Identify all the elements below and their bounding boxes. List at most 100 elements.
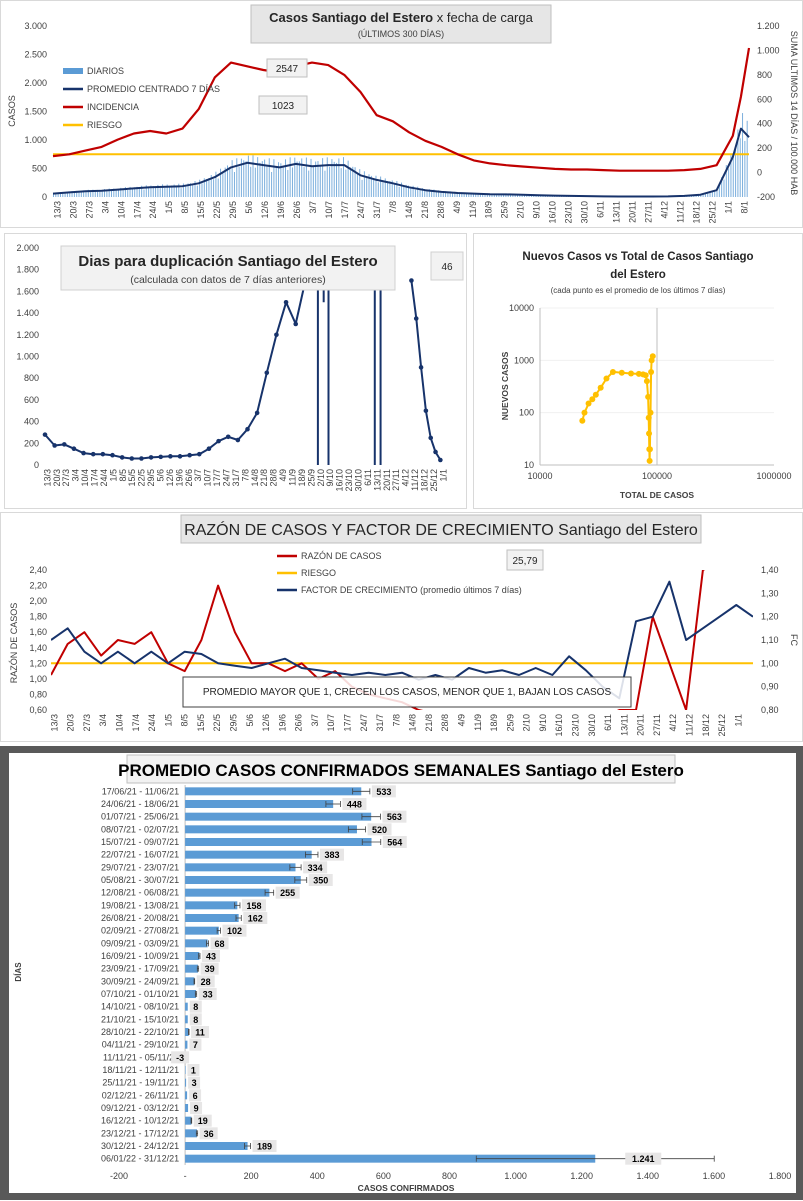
casos-daily-bar xyxy=(283,166,284,197)
bars-value-label: 8 xyxy=(193,1002,198,1012)
casos-x-tick: 1/5 xyxy=(164,201,174,214)
bars-category-label: 09/09/21 - 03/09/21 xyxy=(101,938,179,948)
razon-x-tick: 3/4 xyxy=(98,714,108,727)
casos-daily-bar xyxy=(74,193,75,197)
casos-daily-bar xyxy=(304,167,305,197)
bars-x-tick: 1.000 xyxy=(504,1171,527,1181)
razon-y-tick: 1,00 xyxy=(29,674,47,684)
bars-value-label: 520 xyxy=(372,825,387,835)
dup-point xyxy=(245,427,250,432)
casos-x-tick: 19/6 xyxy=(276,201,286,219)
bars-value-label: 448 xyxy=(347,800,362,810)
casos-x-tick: 28/8 xyxy=(436,201,446,219)
dup-point xyxy=(91,452,96,457)
bars-category-label: 01/07/21 - 25/06/21 xyxy=(101,812,179,822)
razon-x-tick: 29/5 xyxy=(229,714,239,732)
casos-y-right-label: SUMA ULTIMOS 14 DÍAS / 100.000 HAB xyxy=(789,31,799,195)
dup-point xyxy=(433,450,438,455)
razon-x-tick: 18/12 xyxy=(701,714,711,737)
casos-daily-bar xyxy=(723,179,724,197)
casos-daily-bar xyxy=(213,179,214,197)
casos-daily-bar xyxy=(285,159,286,197)
casos-y-right-tick: 800 xyxy=(757,70,772,80)
dup-y-tick: 1.800 xyxy=(16,265,39,275)
casos-y-right-tick: 600 xyxy=(757,94,772,104)
casos-x-tick: 24/7 xyxy=(356,201,366,219)
scatter-point xyxy=(648,410,654,416)
casos-x-tick: 8/1 xyxy=(739,201,749,214)
casos-x-tick: 13/3 xyxy=(52,201,62,219)
bars-bar xyxy=(185,1041,187,1049)
casos-x-tick: 27/11 xyxy=(644,201,654,223)
casos-daily-bar xyxy=(250,167,251,197)
bars-value-label: 39 xyxy=(205,964,215,974)
razon-y-tick: 2,00 xyxy=(29,596,47,606)
casos-daily-bar xyxy=(169,186,170,197)
dup-point xyxy=(284,300,289,305)
casos-daily-bar xyxy=(341,168,342,197)
casos-daily-bar xyxy=(181,188,182,197)
scatter-x-tick: 1000000 xyxy=(756,471,791,481)
bars-category-label: 08/07/21 - 02/07/21 xyxy=(101,824,179,834)
dup-point xyxy=(52,443,57,448)
scatter-subtitle: (cada punto es el promedio de los último… xyxy=(551,286,726,295)
dup-point xyxy=(414,316,419,321)
casos-daily-bar xyxy=(259,163,260,197)
casos-daily-bar xyxy=(255,168,256,197)
casos-daily-bar xyxy=(320,166,321,197)
razon-x-tick: 25/12 xyxy=(717,714,727,737)
casos-daily-bar xyxy=(334,162,335,197)
razon-x-tick: 21/8 xyxy=(424,714,434,732)
casos-daily-bar xyxy=(253,155,254,197)
dup-y-tick: 1.200 xyxy=(16,330,39,340)
razon-x-tick: 23/10 xyxy=(571,714,581,737)
casos-y-tick: 0 xyxy=(42,192,47,202)
bars-x-tick: 400 xyxy=(310,1171,325,1181)
bars-value-label: 334 xyxy=(308,863,323,873)
dup-y-tick: 2.000 xyxy=(16,243,39,253)
razon-x-tick: 30/10 xyxy=(587,714,597,737)
casos-daily-bar xyxy=(127,190,128,197)
bars-bar xyxy=(185,1142,247,1150)
razon-x-tick: 11/12 xyxy=(685,714,695,736)
scatter-x-tick: 100000 xyxy=(642,471,672,481)
bars-bar xyxy=(185,813,371,821)
bars-bar xyxy=(185,914,239,922)
bars-category-label: 26/08/21 - 20/08/21 xyxy=(101,913,179,923)
razon-x-tick: 9/10 xyxy=(538,714,548,732)
bars-value-label: 1 xyxy=(191,1066,196,1076)
casos-daily-bar xyxy=(733,153,734,197)
razon-x-tick: 19/6 xyxy=(277,714,287,732)
dup-point xyxy=(264,370,269,375)
razon-x-tick: 14/8 xyxy=(408,714,418,732)
casos-daily-bar xyxy=(257,157,258,197)
bars-category-label: 15/07/21 - 09/07/21 xyxy=(101,837,179,847)
dup-y-tick: 1.600 xyxy=(16,286,39,296)
razon-x-tick: 26/6 xyxy=(294,714,304,732)
casos-x-tick: 17/7 xyxy=(340,201,350,219)
bars-value-label: 1.241 xyxy=(632,1154,655,1164)
bars-category-label: 28/10/21 - 22/10/21 xyxy=(101,1027,179,1037)
bars-bar xyxy=(185,1091,187,1099)
bars-category-label: 22/07/21 - 16/07/21 xyxy=(101,850,179,860)
dup-x-tick: 1/1 xyxy=(438,469,448,482)
casos-daily-bar xyxy=(246,161,247,197)
bars-value-label: -3 xyxy=(176,1053,184,1063)
bars-bar xyxy=(185,825,357,833)
casos-daily-bar xyxy=(308,171,309,197)
bars-x-tick: 800 xyxy=(442,1171,457,1181)
casos-x-tick: 6/11 xyxy=(596,201,606,218)
duplicacion-chart: 02004006008001.0001.2001.4001.6001.8002.… xyxy=(5,234,466,508)
casos-daily-bar xyxy=(364,171,365,197)
razon-x-tick: 17/4 xyxy=(131,714,141,732)
casos-daily-bar xyxy=(357,174,358,197)
bars-y-label: DÍAS xyxy=(14,962,23,982)
dup-point xyxy=(187,453,192,458)
bars-value-label: 7 xyxy=(193,1040,198,1050)
bars-bar xyxy=(185,851,312,859)
razon-y-right-tick: 0,80 xyxy=(761,705,779,715)
casos-daily-bar xyxy=(324,171,325,197)
casos-daily-bar xyxy=(382,183,383,197)
bars-x-tick: 1.600 xyxy=(703,1171,726,1181)
